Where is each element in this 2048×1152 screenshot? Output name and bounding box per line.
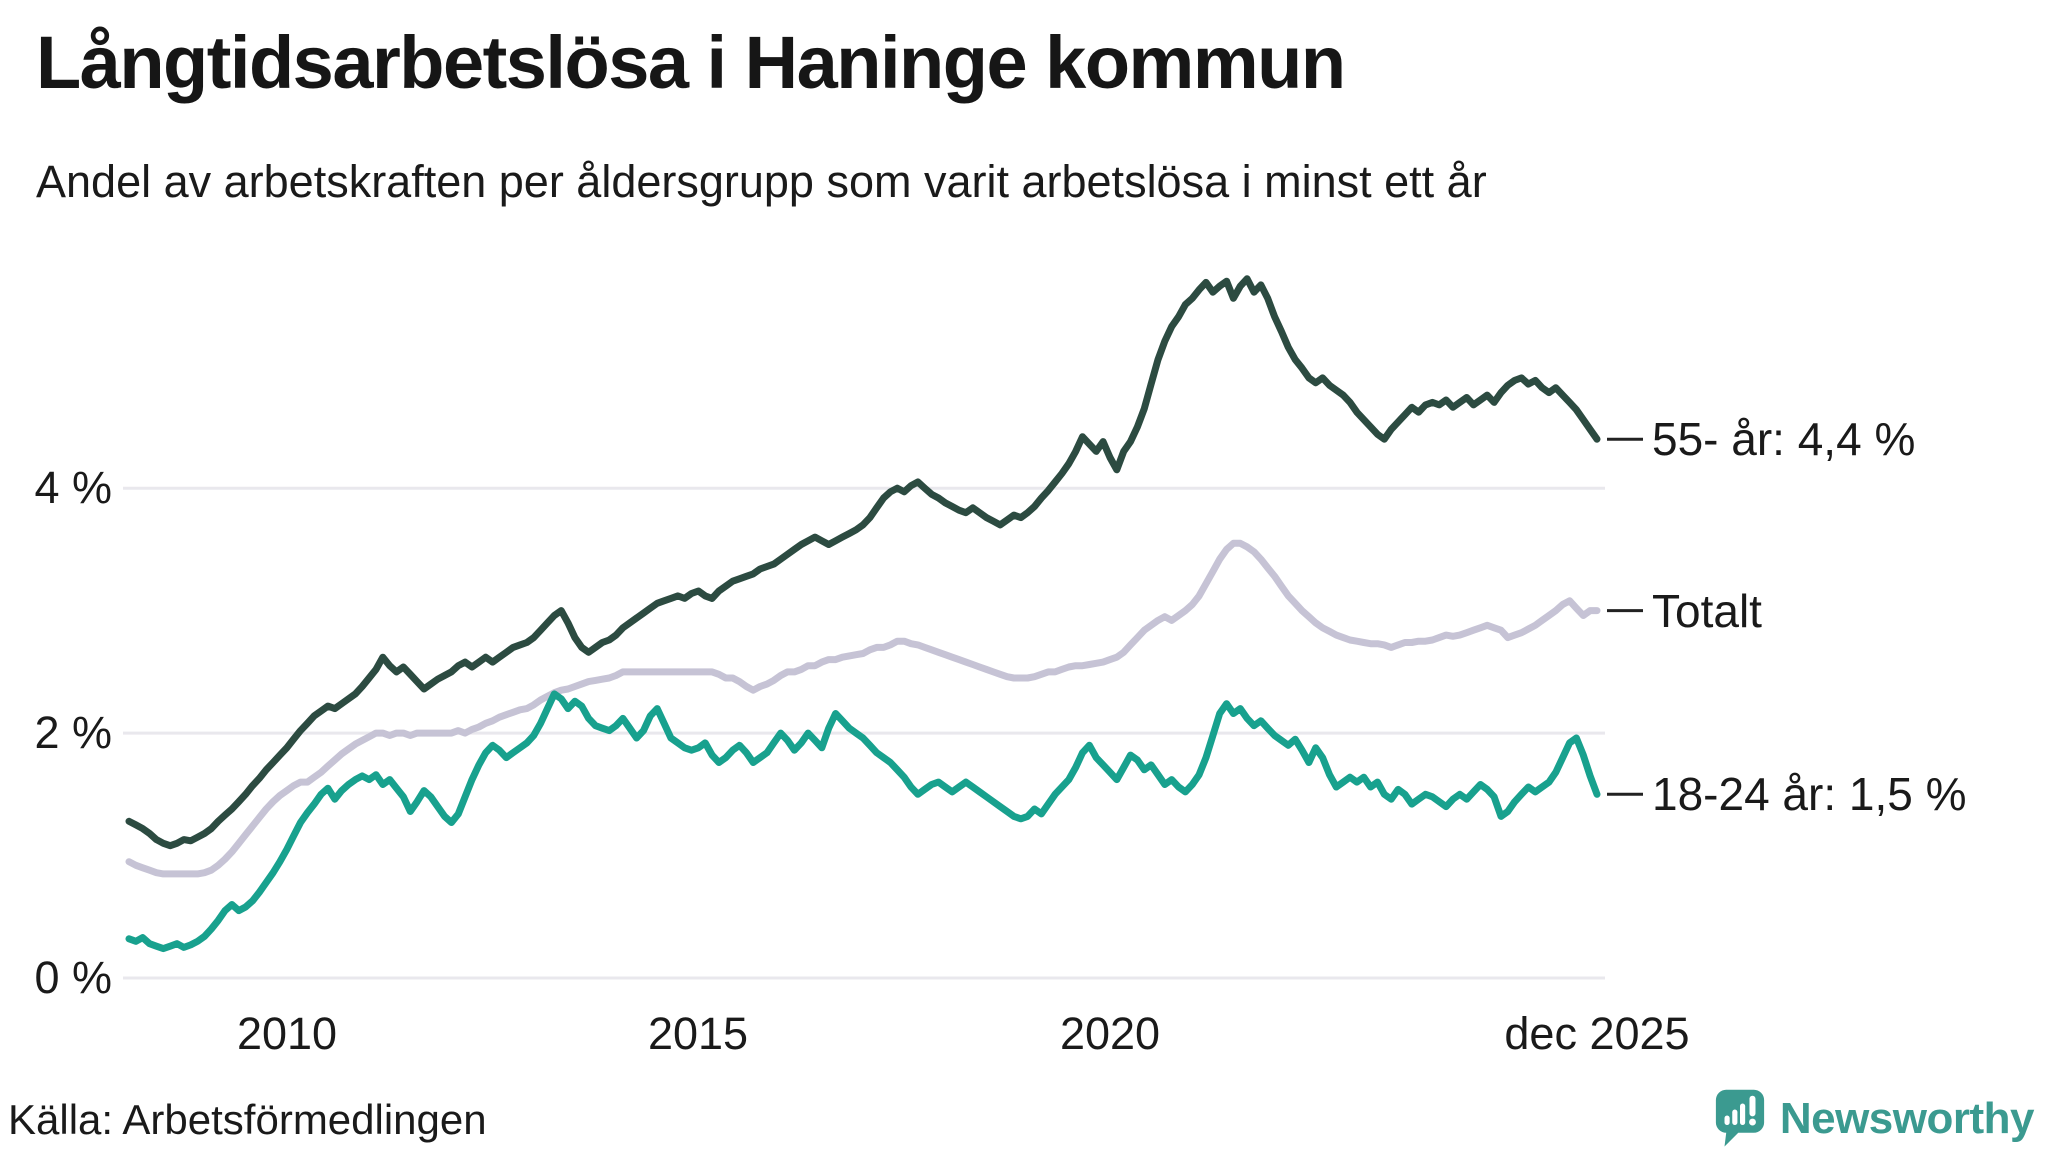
series-line-totalt (125, 539, 1601, 878)
source-note: Källa: Arbetsförmedlingen (8, 1096, 487, 1143)
series-line-18-24 (125, 690, 1601, 953)
logo-exclamation-dot (1748, 1118, 1756, 1126)
newsworthy-logo-icon (1715, 1089, 1764, 1147)
chart-subtitle: Andel av arbetskraften per åldersgrupp s… (36, 156, 1487, 207)
series-line-55-plus (125, 275, 1601, 850)
logo-exclamation-bar (1749, 1095, 1756, 1117)
series-end-label-55-plus: 55- år: 4,4 % (1652, 413, 1916, 465)
x-axis-tick-2020: 2020 (1059, 1008, 1161, 1059)
y-axis-tick-2: 2 % (34, 707, 112, 758)
logo-bar-1 (1724, 1115, 1730, 1126)
page-title: Långtidsarbetslösa i Haninge kommun (36, 21, 1346, 104)
brand-name: Newsworthy (1779, 1094, 2035, 1143)
series-end-label-18-24: 18-24 år: 1,5 % (1652, 768, 1967, 820)
y-axis-tick-4: 4 % (34, 462, 112, 513)
newsworthy-logo: Newsworthy (1714, 1088, 2035, 1150)
y-axis-tick-0: 0 % (34, 952, 112, 1003)
x-axis-tick-2010: 2010 (236, 1008, 338, 1059)
x-axis-tick-2015: 2015 (647, 1008, 749, 1059)
logo-bar-3 (1739, 1103, 1745, 1126)
gridlines (123, 486, 1605, 980)
logo-bar-2 (1732, 1109, 1738, 1126)
series-end-label-totalt: Totalt (1652, 585, 1762, 637)
x-axis-tick-dec-2025: dec 2025 (1504, 1008, 1690, 1059)
